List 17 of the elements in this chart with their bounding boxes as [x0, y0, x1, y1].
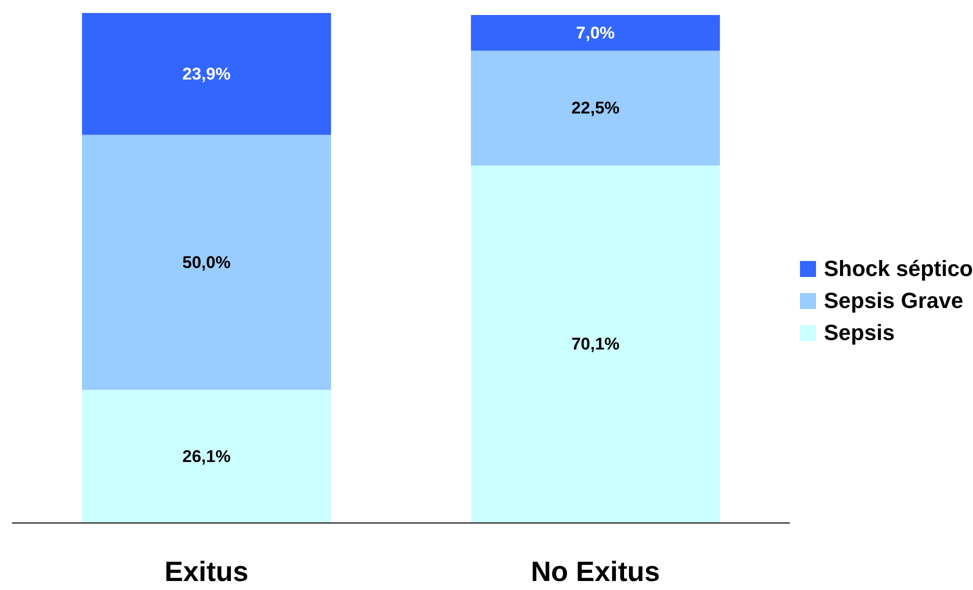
- legend-label: Sepsis Grave: [824, 288, 964, 314]
- data-label: 22,5%: [571, 98, 620, 118]
- x-tick-label: No Exitus: [530, 556, 660, 587]
- data-label: 23,9%: [182, 64, 231, 84]
- data-label: 7,0%: [576, 23, 615, 42]
- data-label: 26,1%: [182, 446, 231, 466]
- bar: [82, 390, 332, 523]
- bar: [470, 165, 720, 523]
- bar: [82, 134, 332, 390]
- legend-label: Sepsis: [824, 320, 895, 346]
- bar: [470, 50, 720, 166]
- bar: [470, 15, 720, 51]
- data-label: 70,1%: [571, 334, 620, 354]
- x-tick-label: Exitus: [164, 556, 248, 587]
- legend-label: Shock séptico: [824, 256, 973, 282]
- bar: [82, 13, 332, 135]
- data-label: 50,0%: [182, 252, 231, 272]
